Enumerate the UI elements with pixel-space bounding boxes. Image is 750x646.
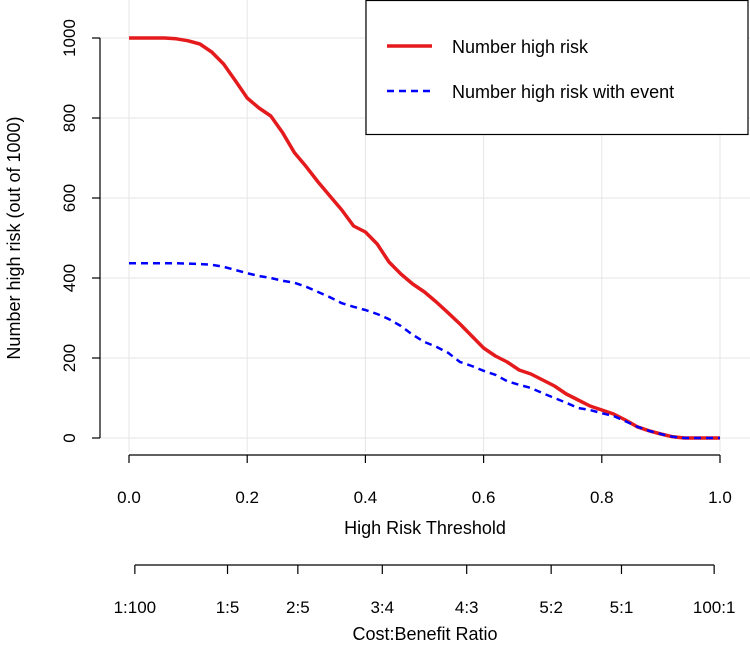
- legend: Number high risk Number high risk with e…: [365, 0, 749, 136]
- legend-label-number-high-risk: Number high risk: [452, 37, 589, 57]
- y-tick-label: 1000: [60, 19, 79, 57]
- secondary-tick-label: 2:5: [286, 598, 310, 617]
- x-tick-label: 1.0: [708, 488, 732, 507]
- series-line-number-high-risk-with-event: [129, 261, 720, 440]
- secondary-tick-label: 100:1: [693, 598, 736, 617]
- x-tick-label: 0.4: [354, 488, 378, 507]
- x-axis-label: High Risk Threshold: [344, 518, 506, 538]
- legend-label-number-high-risk-with-event: Number high risk with event: [452, 82, 674, 102]
- y-axis-label: Number high risk (out of 1000): [4, 116, 24, 359]
- secondary-tick-label: 5:1: [610, 598, 634, 617]
- secondary-tick-label: 3:4: [370, 598, 394, 617]
- series-lines: [129, 36, 720, 440]
- y-tick-label: 0: [60, 433, 79, 442]
- y-tick-label: 200: [60, 344, 79, 372]
- y-tick-label: 600: [60, 184, 79, 212]
- axes: 0 200 400 600 800 1000 0.0 0.2 0.4 0.6 0.8 1.0 1:100…: [60, 19, 735, 617]
- secondary-tick-label: 4:3: [455, 598, 479, 617]
- x-tick-label: 0.2: [235, 488, 259, 507]
- x-tick-label: 0.6: [472, 488, 496, 507]
- secondary-axis-label: Cost:Benefit Ratio: [352, 624, 497, 644]
- secondary-tick-label: 1:100: [114, 598, 157, 617]
- x-tick-label: 0.0: [117, 488, 141, 507]
- legend-box: [365, 0, 749, 136]
- y-tick-label: 400: [60, 264, 79, 292]
- x-tick-label: 0.8: [590, 488, 614, 507]
- secondary-tick-label: 1:5: [216, 598, 240, 617]
- series-line-number-high-risk: [129, 36, 720, 440]
- y-tick-label: 800: [60, 104, 79, 132]
- secondary-tick-label: 5:2: [539, 598, 563, 617]
